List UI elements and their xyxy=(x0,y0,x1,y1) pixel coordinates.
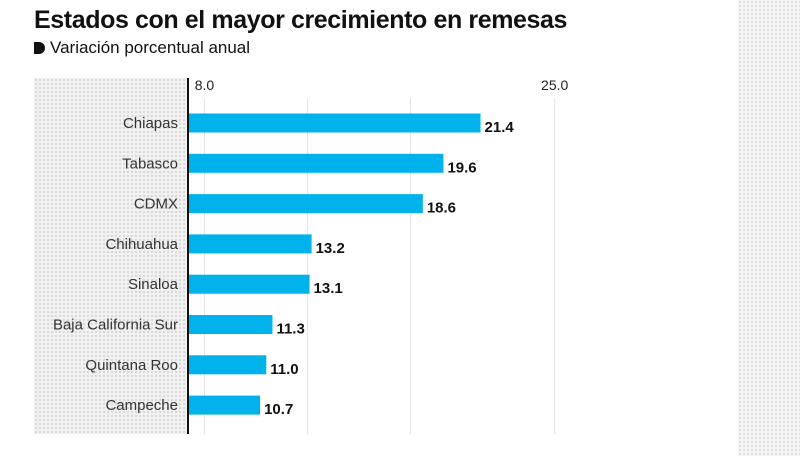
value-label: 18.6 xyxy=(427,200,456,217)
bar xyxy=(188,395,261,415)
bar xyxy=(188,153,444,173)
bar xyxy=(188,234,312,254)
value-label: 19.6 xyxy=(447,159,476,176)
x-tick-label: 25.0 xyxy=(541,77,568,93)
bar xyxy=(188,355,267,375)
category-label: Quintana Roo xyxy=(85,357,178,374)
bar xyxy=(188,274,310,294)
value-label: 11.0 xyxy=(270,361,298,378)
chart-subtitle: Variación porcentual anual xyxy=(34,38,250,58)
category-label: Chiapas xyxy=(123,115,178,132)
value-label: 13.1 xyxy=(314,280,343,297)
category-label: Baja California Sur xyxy=(53,317,178,334)
value-label: 11.3 xyxy=(276,321,304,338)
value-label: 13.2 xyxy=(316,240,345,257)
decorative-strip xyxy=(738,0,800,456)
x-tick-label: 8.0 xyxy=(195,77,215,93)
bar xyxy=(188,315,273,334)
category-label-panel xyxy=(34,78,188,434)
category-label: Sinaloa xyxy=(128,276,179,293)
value-label: 10.7 xyxy=(264,401,293,418)
category-label: Tabasco xyxy=(122,155,178,172)
subtitle-text: Variación porcentual anual xyxy=(50,38,251,57)
value-label: 21.4 xyxy=(485,119,515,136)
category-label: Campeche xyxy=(105,397,178,414)
category-label: Chihuahua xyxy=(105,236,178,253)
bar xyxy=(188,113,481,133)
subtitle-marker-icon xyxy=(34,42,45,54)
chart-title: Estados con el mayor crecimiento en reme… xyxy=(34,6,568,34)
category-label: CDMX xyxy=(134,196,178,213)
bar xyxy=(188,194,423,214)
